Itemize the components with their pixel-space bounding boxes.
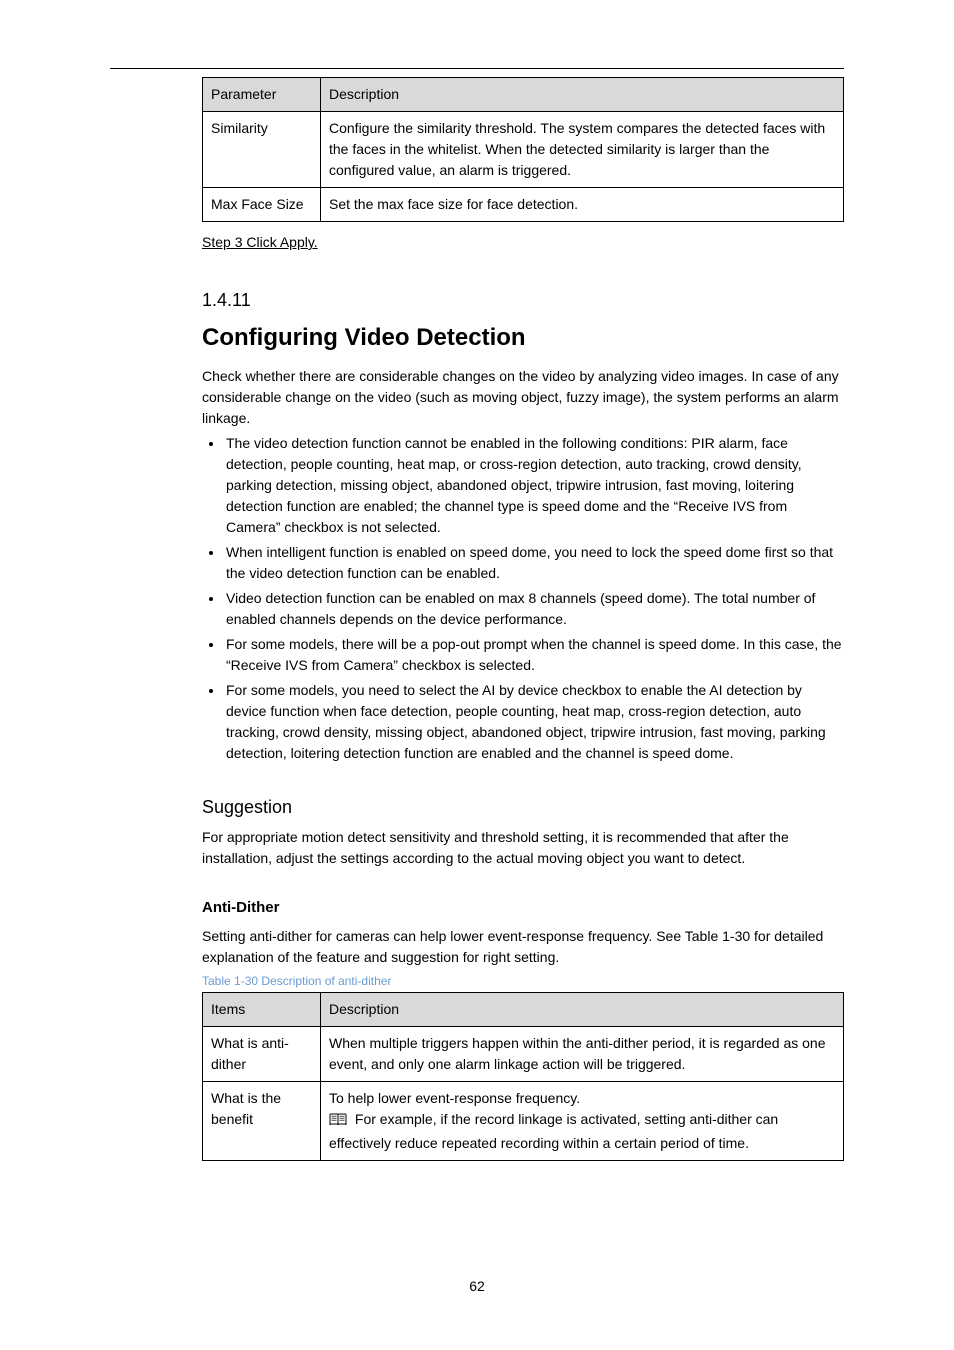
table-row: Max Face Size Set the max face size for … xyxy=(203,188,844,222)
cell-desc: To help lower event-response frequency. xyxy=(321,1081,844,1160)
cell-item: What is the benefit xyxy=(203,1081,321,1160)
bullet-list: The video detection function cannot be e… xyxy=(202,433,844,764)
book-note-line: For example, if the record linkage is ac… xyxy=(329,1109,835,1154)
step3-underlined: Step 3 Click Apply. xyxy=(202,234,318,250)
suggestion-body: For appropriate motion detect sensitivit… xyxy=(202,827,844,869)
anti-dither-heading: Anti-Dither xyxy=(202,897,844,920)
cell-param: Similarity xyxy=(203,112,321,188)
cell-desc: Configure the similarity threshold. The … xyxy=(321,112,844,188)
benefit-line1: To help lower event-response frequency. xyxy=(329,1088,835,1109)
list-item: Video detection function can be enabled … xyxy=(224,588,844,630)
cell-item: What is anti-dither xyxy=(203,1026,321,1081)
step3-text: Step 3 Click Apply. xyxy=(202,232,844,253)
table-1-30-label: Table 1-30 Description of anti-dither xyxy=(202,972,844,990)
section-intro: Check whether there are considerable cha… xyxy=(202,366,844,429)
book-icon xyxy=(329,1112,347,1133)
list-item: When intelligent function is enabled on … xyxy=(224,542,844,584)
cell-desc: When multiple triggers happen within the… xyxy=(321,1026,844,1081)
parameter-table-top: Parameter Description Similarity Configu… xyxy=(202,77,844,222)
table-row: What is the benefit To help lower event-… xyxy=(203,1081,844,1160)
suggestion-heading: Suggestion xyxy=(202,794,844,821)
anti-dither-intro: Setting anti-dither for cameras can help… xyxy=(202,928,681,944)
th-description: Description xyxy=(321,992,844,1026)
section-title: Configuring Video Detection xyxy=(202,320,844,356)
table-1-30: Items Description What is anti-dither Wh… xyxy=(202,992,844,1161)
page-content: Parameter Description Similarity Configu… xyxy=(202,77,844,1161)
section-number: 1.4.11 xyxy=(202,287,844,314)
anti-dither-body: Setting anti-dither for cameras can help… xyxy=(202,926,844,968)
cell-desc: Set the max face size for face detection… xyxy=(321,188,844,222)
table-row: What is anti-dither When multiple trigge… xyxy=(203,1026,844,1081)
th-parameter: Parameter xyxy=(203,78,321,112)
list-item: For some models, you need to select the … xyxy=(224,680,844,764)
table-row: Similarity Configure the similarity thre… xyxy=(203,112,844,188)
cell-param: Max Face Size xyxy=(203,188,321,222)
top-rule xyxy=(110,68,844,69)
list-item: The video detection function cannot be e… xyxy=(224,433,844,538)
anti-dither-table-ref: Table 1-30 xyxy=(685,928,750,944)
page-number: 62 xyxy=(0,1278,954,1294)
benefit-note: For example, if the record linkage is ac… xyxy=(329,1111,778,1151)
th-items: Items xyxy=(203,992,321,1026)
th-description: Description xyxy=(321,78,844,112)
list-item: For some models, there will be a pop-out… xyxy=(224,634,844,676)
